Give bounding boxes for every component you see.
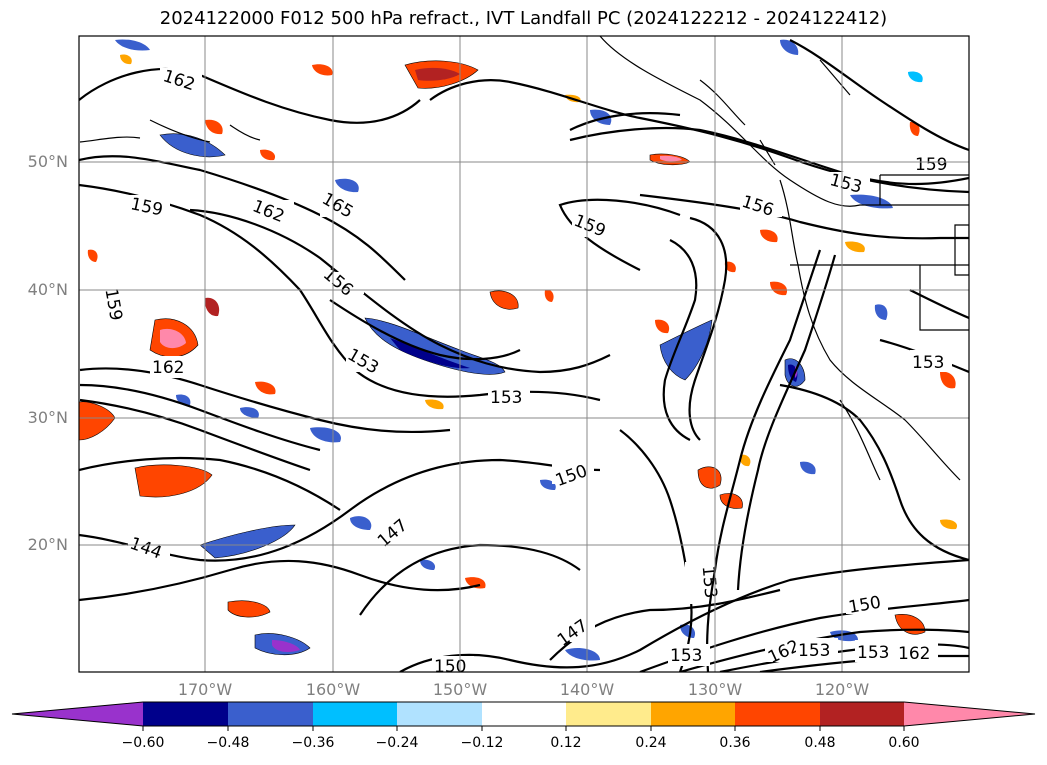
colorbar-tick-label: 0.48	[804, 735, 836, 751]
refractivity-patches	[79, 39, 958, 661]
contour-label: 162	[898, 644, 930, 664]
colorbar-segment	[482, 702, 566, 726]
lon-label: 140°W	[559, 680, 615, 699]
colorbar-tick-label: 0.36	[719, 735, 751, 751]
colorbar-segment	[651, 702, 735, 726]
contour-label: 153	[912, 353, 944, 373]
contour-labels: 162 159 162 165 159 156 153 159 159 156 …	[86, 66, 954, 677]
colorbar-segment	[735, 702, 820, 726]
colorbar-segment	[397, 702, 482, 726]
colorbar-tick-label: 0.24	[635, 735, 667, 751]
colorbar-tick-label: −0.12	[460, 735, 504, 751]
contour-label: 150	[434, 657, 466, 677]
colorbar-tick-label: −0.36	[291, 735, 335, 751]
colorbar-segment	[904, 702, 1035, 726]
lon-label: 170°W	[177, 680, 233, 699]
colorbar-segment	[313, 702, 397, 726]
lon-label: 150°W	[432, 680, 488, 699]
lat-label: 20°N	[27, 535, 68, 554]
lon-label: 160°W	[305, 680, 361, 699]
contour-label: 162	[152, 358, 184, 378]
colorbar-tick-label: −0.48	[206, 735, 250, 751]
contour-label: 153	[698, 565, 721, 599]
contour-label: 153	[798, 641, 830, 661]
lon-label: 130°W	[687, 680, 743, 699]
lon-label: 120°W	[814, 680, 870, 699]
colorbar-tick-label: 0.60	[888, 735, 920, 751]
colorbar-tick-label: −0.24	[375, 735, 419, 751]
contour-label: 153	[490, 388, 522, 408]
colorbar-segment	[12, 702, 143, 726]
contour-label: 153	[857, 643, 889, 663]
colorbar-segment	[143, 702, 228, 726]
colorbar-segment	[228, 702, 313, 726]
gridlines	[79, 36, 969, 672]
colorbar-tick-label: 0.12	[550, 735, 582, 751]
map-frame	[78, 35, 970, 673]
colorbar	[11, 701, 1036, 731]
colorbar-segment	[820, 702, 904, 726]
colorbar-segment	[566, 702, 651, 726]
lat-label: 40°N	[27, 280, 68, 299]
contour-label: 159	[915, 155, 947, 175]
lat-label: 50°N	[27, 152, 68, 171]
map-area	[79, 36, 969, 672]
colorbar-tick-label: −0.60	[121, 735, 165, 751]
contour-label: 153	[670, 646, 702, 666]
lat-label: 30°N	[27, 408, 68, 427]
page-title: 2024122000 F012 500 hPa refract., IVT La…	[159, 8, 888, 29]
